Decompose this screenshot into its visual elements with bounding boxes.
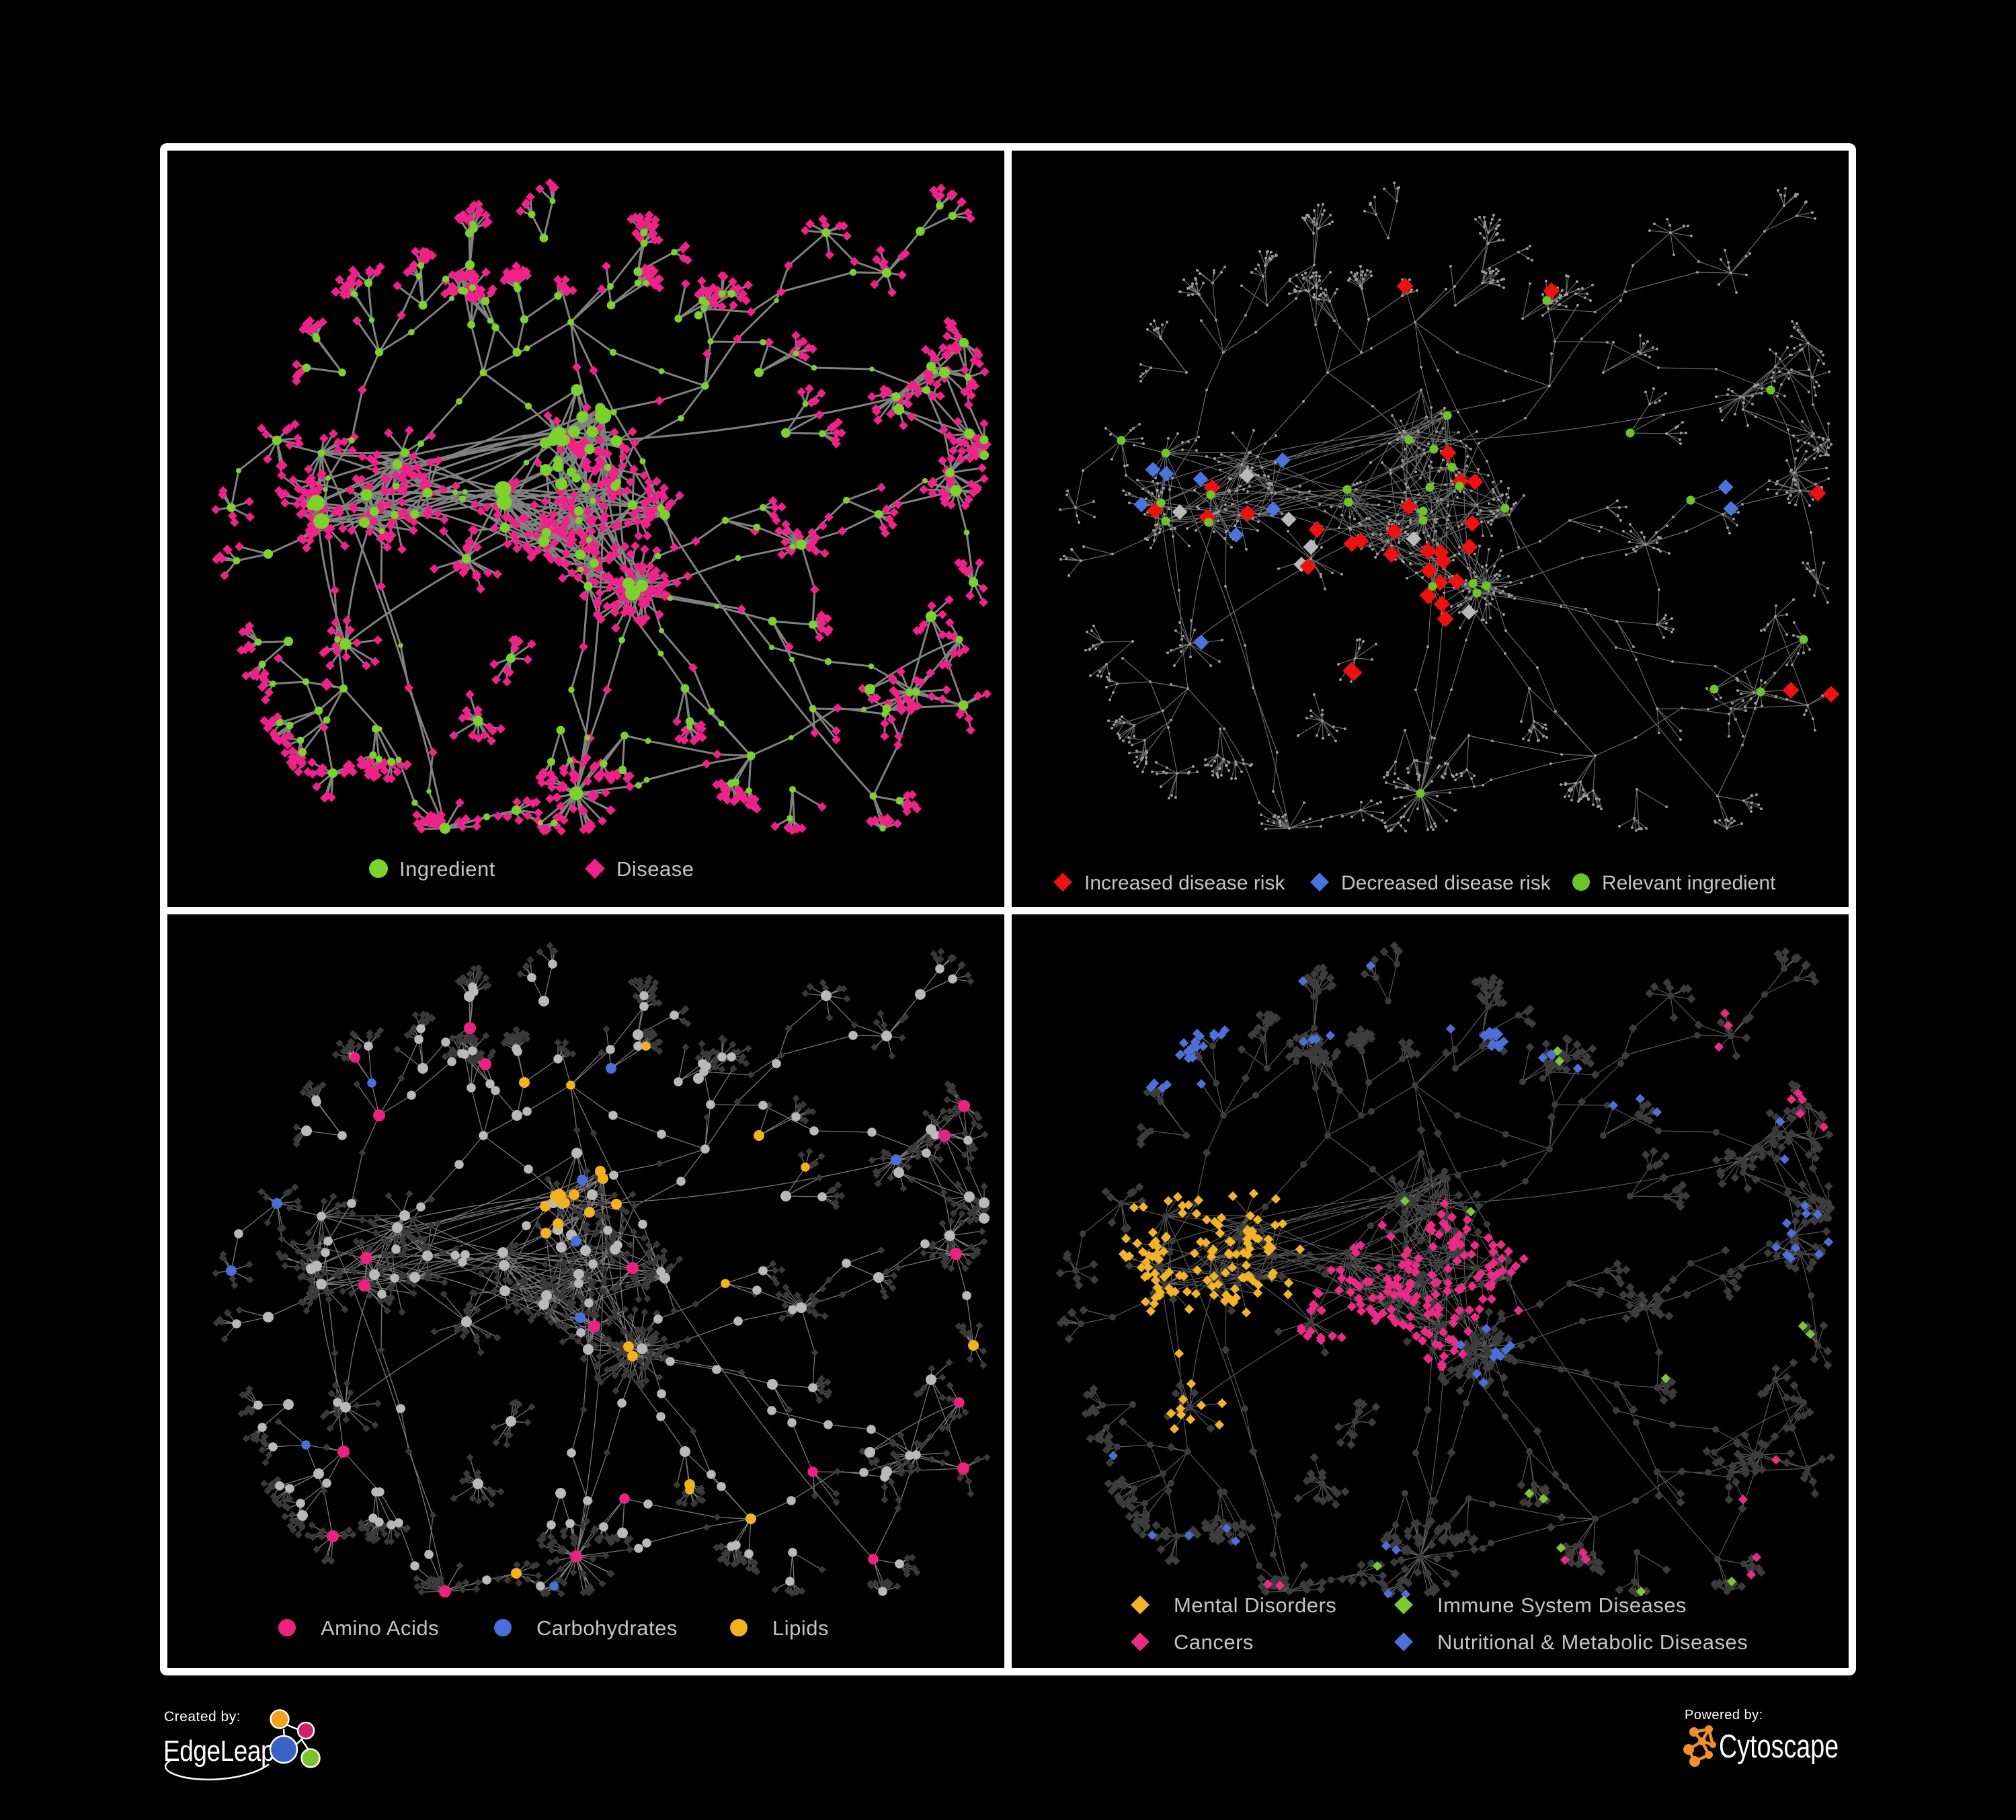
svg-text:Decreased disease risk: Decreased disease risk <box>1341 872 1551 894</box>
svg-text:Mental Disorders: Mental Disorders <box>1174 1593 1336 1617</box>
svg-text:Nutritional & Metabolic Diseas: Nutritional & Metabolic Diseases <box>1437 1630 1748 1654</box>
svg-text:Immune System Diseases: Immune System Diseases <box>1437 1593 1687 1617</box>
svg-text:Lipids: Lipids <box>772 1616 829 1640</box>
svg-text:Increased disease risk: Increased disease risk <box>1084 872 1285 894</box>
svg-text:Ingredient: Ingredient <box>399 857 495 881</box>
svg-text:Relevant ingredient: Relevant ingredient <box>1602 872 1776 894</box>
svg-text:Carbohydrates: Carbohydrates <box>536 1616 678 1640</box>
svg-text:Amino Acids: Amino Acids <box>321 1616 439 1640</box>
svg-text:Cancers: Cancers <box>1174 1630 1254 1654</box>
svg-text:Disease: Disease <box>616 857 694 881</box>
